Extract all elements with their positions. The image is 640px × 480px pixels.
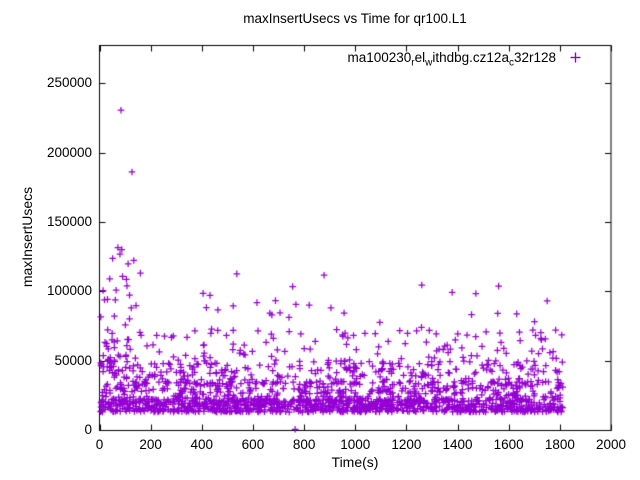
legend-text-segment: ma100230 (347, 50, 412, 65)
legend: ma100230relwithdbg.cz12ac32r128 (347, 49, 582, 69)
y-tick-label: 200000 (46, 144, 92, 160)
legend-subscript-segment: w (425, 57, 433, 69)
x-tick-label: 400 (190, 437, 214, 452)
y-tick-label: 250000 (46, 75, 92, 91)
x-tick-label: 1600 (493, 437, 524, 452)
x-tick-label: 1000 (340, 437, 371, 452)
y-tick-label: 50000 (54, 352, 92, 368)
legend-series-label: ma100230relwithdbg.cz12ac32r128 (347, 49, 556, 69)
x-tick-label: 1800 (544, 437, 575, 452)
x-tick-label: 200 (139, 437, 162, 452)
y-tick-label: 0 (84, 422, 92, 437)
y-tick-label: 100000 (46, 283, 92, 299)
legend-plus-marker-icon (570, 52, 581, 63)
legend-subscript-segment: c (508, 57, 514, 69)
x-tick-label: 600 (241, 437, 265, 452)
chart-title: maxInsertUsecs vs Time for qr100.L1 (243, 11, 467, 26)
legend-text-segment: el (414, 50, 426, 65)
legend-text-segment: 32r128 (513, 50, 556, 65)
x-tick-label: 1400 (442, 437, 473, 452)
x-tick-label: 1200 (391, 437, 422, 452)
x-tick-label: 0 (95, 437, 104, 452)
x-axis-label: Time(s) (331, 454, 379, 470)
legend-subscript-segment: r (411, 57, 415, 69)
x-tick-label: 2000 (595, 437, 627, 452)
y-tick-label: 150000 (46, 213, 92, 229)
legend-text-segment: ithdbg.cz12a (432, 50, 509, 65)
x-tick-label: 800 (292, 437, 316, 452)
y-axis-label: maxInsertUsecs (19, 186, 35, 288)
